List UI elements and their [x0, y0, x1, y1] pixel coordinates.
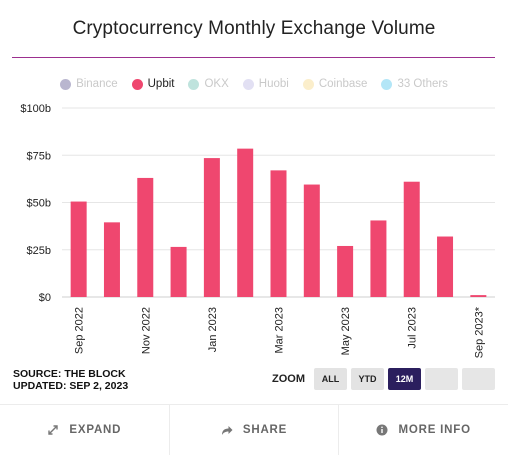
- bar: [337, 245, 354, 297]
- bar: [470, 295, 487, 297]
- share-icon: [221, 426, 233, 435]
- expand-label: EXPAND: [69, 424, 122, 436]
- legend-swatch: [302, 78, 314, 90]
- bar: [270, 170, 287, 297]
- legend-swatch: [60, 78, 72, 90]
- zoom-blank-button-1[interactable]: [425, 368, 458, 390]
- legend-swatch: [381, 78, 393, 90]
- more-info-button[interactable]: MORE INFO: [339, 405, 508, 455]
- share-button[interactable]: SHARE: [170, 405, 340, 455]
- zoom-all-button[interactable]: ALL: [314, 368, 347, 390]
- bar: [103, 222, 120, 297]
- x-tick-label: Jul 2023: [407, 307, 419, 349]
- legend-label: Binance: [76, 78, 118, 90]
- legend-label: Huobi: [258, 78, 289, 90]
- legend-item[interactable]: OKX: [188, 78, 229, 90]
- title-divider: [12, 57, 495, 58]
- bar: [70, 201, 87, 297]
- source-note: SOURCE: THE BLOCK UPDATED: SEP 2, 2023: [13, 368, 128, 392]
- zoom-label: ZOOM: [272, 373, 305, 385]
- y-tick-label: $75b: [27, 150, 51, 162]
- zoom-blank-button-2[interactable]: [462, 368, 495, 390]
- bar-chart: $0 $25b $50b $75b $100b Sep 2022 Nov 2022 Jan 2…: [20, 103, 495, 358]
- zoom-controls: ZOOM ALL YTD 12M: [272, 368, 495, 390]
- bar: [170, 246, 187, 297]
- x-tick-label: Nov 2022: [140, 307, 152, 354]
- x-tick-label: May 2023: [340, 307, 352, 355]
- bar: [403, 181, 420, 297]
- share-label: SHARE: [242, 424, 288, 436]
- y-tick-label: $25b: [27, 245, 51, 257]
- legend-item[interactable]: 33 Others: [381, 78, 448, 90]
- legend-label: Coinbase: [318, 78, 368, 90]
- x-tick-label: Sep 2022: [74, 307, 86, 354]
- bar: [437, 236, 454, 297]
- bar: [303, 184, 320, 297]
- legend-item[interactable]: Binance: [60, 78, 118, 90]
- expand-button[interactable]: EXPAND: [0, 405, 170, 455]
- legend: Binance Upbit OKX Huobi Coinbase 33 Others: [0, 78, 508, 90]
- chart-title: Cryptocurrency Monthly Exchange Volume: [72, 18, 436, 39]
- bar: [137, 177, 154, 297]
- updated-line: UPDATED: SEP 2, 2023: [13, 380, 129, 392]
- bar: [370, 220, 387, 297]
- legend-swatch: [188, 78, 200, 90]
- x-tick-label: Jan 2023: [207, 307, 219, 352]
- legend-label: 33 Others: [397, 78, 448, 90]
- legend-label: Upbit: [147, 78, 175, 90]
- y-tick-label: $0: [39, 292, 51, 304]
- zoom-12m-button[interactable]: 12M: [388, 368, 421, 390]
- source-line: SOURCE: THE BLOCK: [13, 368, 126, 380]
- legend-swatch: [242, 78, 254, 90]
- legend-item[interactable]: Upbit: [131, 78, 175, 90]
- y-tick-label: $100b: [20, 103, 51, 115]
- info-icon: [376, 424, 388, 436]
- legend-item[interactable]: Huobi: [242, 78, 289, 90]
- expand-icon: [48, 425, 59, 435]
- legend-swatch: [131, 78, 143, 90]
- legend-label: OKX: [204, 78, 229, 90]
- more-info-label: MORE INFO: [398, 424, 471, 436]
- bar: [203, 158, 220, 297]
- y-tick-label: $50b: [27, 198, 51, 210]
- zoom-ytd-button[interactable]: YTD: [351, 368, 384, 390]
- legend-item[interactable]: Coinbase: [302, 78, 368, 90]
- x-tick-label: Mar 2023: [274, 307, 286, 353]
- x-tick-label: Sep 2023*: [473, 306, 485, 358]
- bar: [237, 148, 254, 297]
- footer-actions: EXPAND SHARE MORE INFO: [0, 404, 508, 455]
